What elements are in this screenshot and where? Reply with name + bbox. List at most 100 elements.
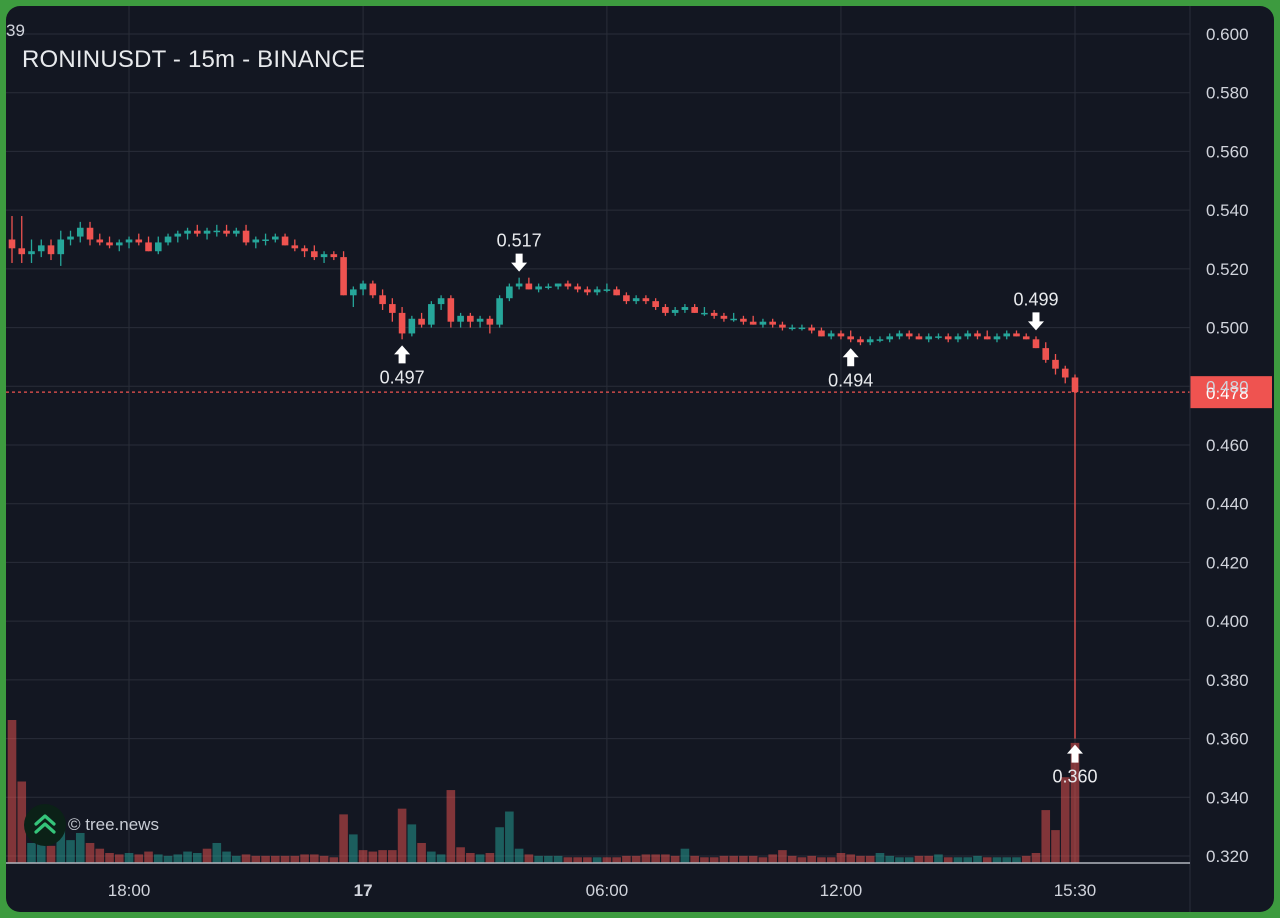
candle-body xyxy=(252,239,260,243)
candle-body xyxy=(193,230,201,234)
volume-bar xyxy=(251,855,261,863)
candle-body xyxy=(818,330,825,337)
candle-body xyxy=(457,315,464,322)
y-tick-label: 0.380 xyxy=(1206,671,1249,690)
candle-body xyxy=(1071,377,1079,393)
y-tick-label: 0.440 xyxy=(1206,495,1249,514)
candle-body xyxy=(311,251,318,258)
candle-body xyxy=(886,336,894,340)
last-price-label: 0.478 xyxy=(1206,384,1249,403)
candle-body xyxy=(515,283,523,287)
volume-bar xyxy=(885,855,895,863)
candle-body xyxy=(408,318,416,334)
y-tick-label: 0.520 xyxy=(1206,260,1249,279)
candle-body xyxy=(106,242,113,246)
volume-bar xyxy=(232,855,241,863)
volume-bar xyxy=(17,781,27,863)
candle-body xyxy=(681,307,689,310)
volume-bar xyxy=(875,852,885,863)
candle-body xyxy=(301,248,308,252)
candlestick-chart[interactable]: 0.478 0.517 0.497 0.494 0.499 0.360 0.600 0.5… xyxy=(6,6,1274,912)
candle-body xyxy=(944,336,952,340)
x-tick-label: 15:30 xyxy=(1054,881,1097,900)
volume-bar xyxy=(241,854,251,863)
volume-bar xyxy=(85,842,95,863)
volume-bar xyxy=(524,854,534,863)
candle-body xyxy=(788,327,796,330)
volume-bar xyxy=(144,851,153,863)
volume-bar xyxy=(914,855,924,863)
candle-body xyxy=(847,336,854,340)
volume-bar xyxy=(904,857,914,863)
volume-bar xyxy=(290,855,300,863)
candle-body xyxy=(662,307,669,313)
candle-body xyxy=(1042,348,1050,360)
volume-bar xyxy=(748,855,758,863)
annotation-label: 0.499 xyxy=(1013,289,1058,309)
volume-bar xyxy=(124,852,134,863)
candle-body xyxy=(720,315,728,319)
y-tick-label: 0.420 xyxy=(1206,553,1249,572)
candle-body xyxy=(1032,339,1040,349)
time-axis[interactable]: 18:00 17 06:00 12:00 15:30 xyxy=(6,862,1190,900)
up-arrow-icon xyxy=(394,345,411,364)
annotation-label: 0.360 xyxy=(1052,767,1097,787)
y-tick-label: 0.320 xyxy=(1206,847,1249,866)
candle-body xyxy=(652,301,659,308)
volume-bar xyxy=(56,830,66,863)
volume-bar xyxy=(485,852,495,863)
volume-bar xyxy=(544,855,553,863)
candle-body xyxy=(115,242,123,246)
volume-bar xyxy=(388,850,397,863)
candle-body xyxy=(330,254,338,258)
volume-bar xyxy=(105,852,114,863)
corner-value: 39 xyxy=(6,21,25,40)
volume-bar xyxy=(573,857,582,863)
candle-body xyxy=(164,236,172,243)
volume-bar xyxy=(475,854,485,863)
volume-bar xyxy=(378,850,387,863)
candle-body xyxy=(154,242,162,252)
candle-body xyxy=(379,295,386,305)
candle-body xyxy=(896,333,903,337)
volume-bar xyxy=(66,840,75,863)
y-tick-label: 0.580 xyxy=(1206,84,1249,103)
candle-body xyxy=(398,312,406,334)
candle-body xyxy=(506,286,513,299)
price-annotations: 0.517 0.497 0.494 0.499 0.360 xyxy=(380,231,1098,787)
candle-body xyxy=(476,318,484,322)
watermark: © tree.news xyxy=(24,804,159,846)
volume-bar xyxy=(583,857,592,863)
volume-bar xyxy=(602,857,612,863)
volume-bar xyxy=(641,854,651,863)
candle-body xyxy=(535,286,542,290)
candle-body xyxy=(1052,359,1059,369)
volume-bar xyxy=(592,857,602,863)
candle-body xyxy=(76,227,84,237)
y-tick-label: 0.340 xyxy=(1206,788,1249,807)
candle-body xyxy=(213,230,221,233)
volume-bar xyxy=(797,857,807,863)
candle-body xyxy=(242,230,250,243)
candle-body xyxy=(467,315,474,322)
volume-bar xyxy=(134,854,144,863)
candle-body xyxy=(320,254,328,258)
candle-body xyxy=(613,289,620,296)
candle-body xyxy=(779,324,786,328)
candle-body xyxy=(983,336,991,340)
candle-body xyxy=(203,230,211,234)
candle-body xyxy=(525,283,533,290)
volume-bar xyxy=(114,854,124,863)
candle-body xyxy=(798,327,806,330)
volume-bar xyxy=(534,855,543,863)
price-axis[interactable]: 0.600 0.580 0.560 0.540 0.520 0.500 0.480 0.460… xyxy=(1189,6,1249,912)
volume-bar xyxy=(183,851,192,863)
volume-bar xyxy=(397,808,407,863)
volume-bar xyxy=(153,854,163,863)
candle-body xyxy=(18,248,26,255)
volume-bar xyxy=(1021,855,1031,863)
candle-body xyxy=(437,298,445,305)
candle-body xyxy=(915,336,923,340)
volume-bar xyxy=(300,854,309,863)
x-tick-label: 06:00 xyxy=(586,881,629,900)
